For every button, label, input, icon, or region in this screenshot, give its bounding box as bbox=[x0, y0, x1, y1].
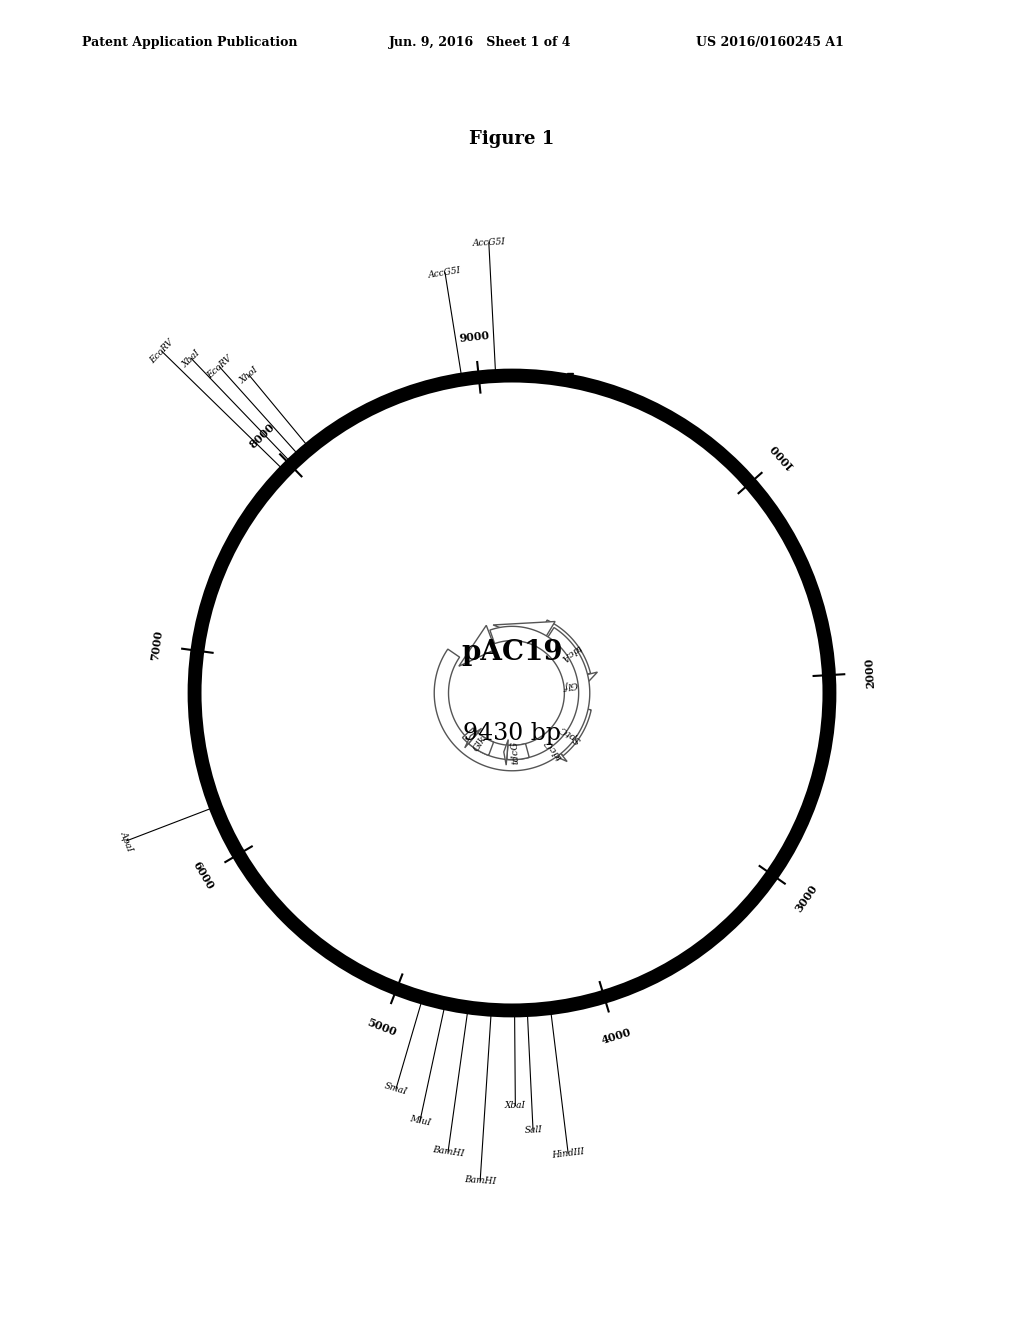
Text: XhoI: XhoI bbox=[238, 364, 260, 385]
Text: SptC: SptC bbox=[558, 723, 583, 744]
Polygon shape bbox=[507, 743, 529, 760]
Polygon shape bbox=[540, 620, 591, 677]
Text: SmaI: SmaI bbox=[383, 1081, 409, 1097]
Text: 2000: 2000 bbox=[863, 657, 877, 688]
Text: tdcC: tdcC bbox=[543, 738, 564, 762]
Text: BamHI: BamHI bbox=[432, 1146, 465, 1159]
Text: Figure 1: Figure 1 bbox=[469, 129, 555, 148]
Polygon shape bbox=[504, 739, 508, 766]
Polygon shape bbox=[548, 737, 567, 762]
Text: Patent Application Publication: Patent Application Publication bbox=[82, 36, 297, 49]
Polygon shape bbox=[567, 672, 597, 686]
Text: EcoRV: EcoRV bbox=[206, 354, 233, 380]
Polygon shape bbox=[463, 626, 579, 760]
Text: Jun. 9, 2016   Sheet 1 of 4: Jun. 9, 2016 Sheet 1 of 4 bbox=[389, 36, 571, 49]
Polygon shape bbox=[434, 627, 590, 771]
Text: Glf: Glf bbox=[563, 678, 579, 690]
Text: BamHI: BamHI bbox=[464, 1175, 497, 1187]
Text: 9430 bp: 9430 bp bbox=[463, 722, 561, 746]
Polygon shape bbox=[465, 729, 481, 748]
Text: SalI: SalI bbox=[524, 1126, 542, 1135]
Text: Glk: Glk bbox=[472, 734, 488, 752]
Text: 1000: 1000 bbox=[767, 441, 795, 471]
Text: tdcG: tdcG bbox=[510, 741, 521, 764]
Polygon shape bbox=[469, 733, 494, 755]
Text: XbaI: XbaI bbox=[180, 348, 202, 370]
Text: 4000: 4000 bbox=[600, 1026, 632, 1045]
Text: HindIII: HindIII bbox=[551, 1147, 585, 1159]
Text: 6000: 6000 bbox=[190, 859, 216, 891]
Text: AccG5I: AccG5I bbox=[472, 238, 506, 248]
Polygon shape bbox=[494, 622, 555, 644]
Polygon shape bbox=[552, 706, 591, 756]
Text: 3000: 3000 bbox=[793, 883, 819, 913]
Text: 5000: 5000 bbox=[366, 1016, 398, 1038]
Text: XbaI: XbaI bbox=[505, 1101, 526, 1110]
Polygon shape bbox=[459, 626, 496, 667]
Text: AccG5I: AccG5I bbox=[428, 265, 462, 280]
Text: 9000: 9000 bbox=[459, 330, 490, 343]
Text: tdcA: tdcA bbox=[559, 643, 583, 663]
Text: pAC19: pAC19 bbox=[461, 639, 563, 665]
Text: 8000: 8000 bbox=[248, 421, 278, 450]
Text: EcoRV: EcoRV bbox=[148, 338, 176, 366]
Text: 7000: 7000 bbox=[150, 630, 164, 661]
Text: US 2016/0160245 A1: US 2016/0160245 A1 bbox=[696, 36, 844, 49]
Text: MluI: MluI bbox=[409, 1114, 431, 1127]
Text: ApaI: ApaI bbox=[119, 829, 135, 853]
